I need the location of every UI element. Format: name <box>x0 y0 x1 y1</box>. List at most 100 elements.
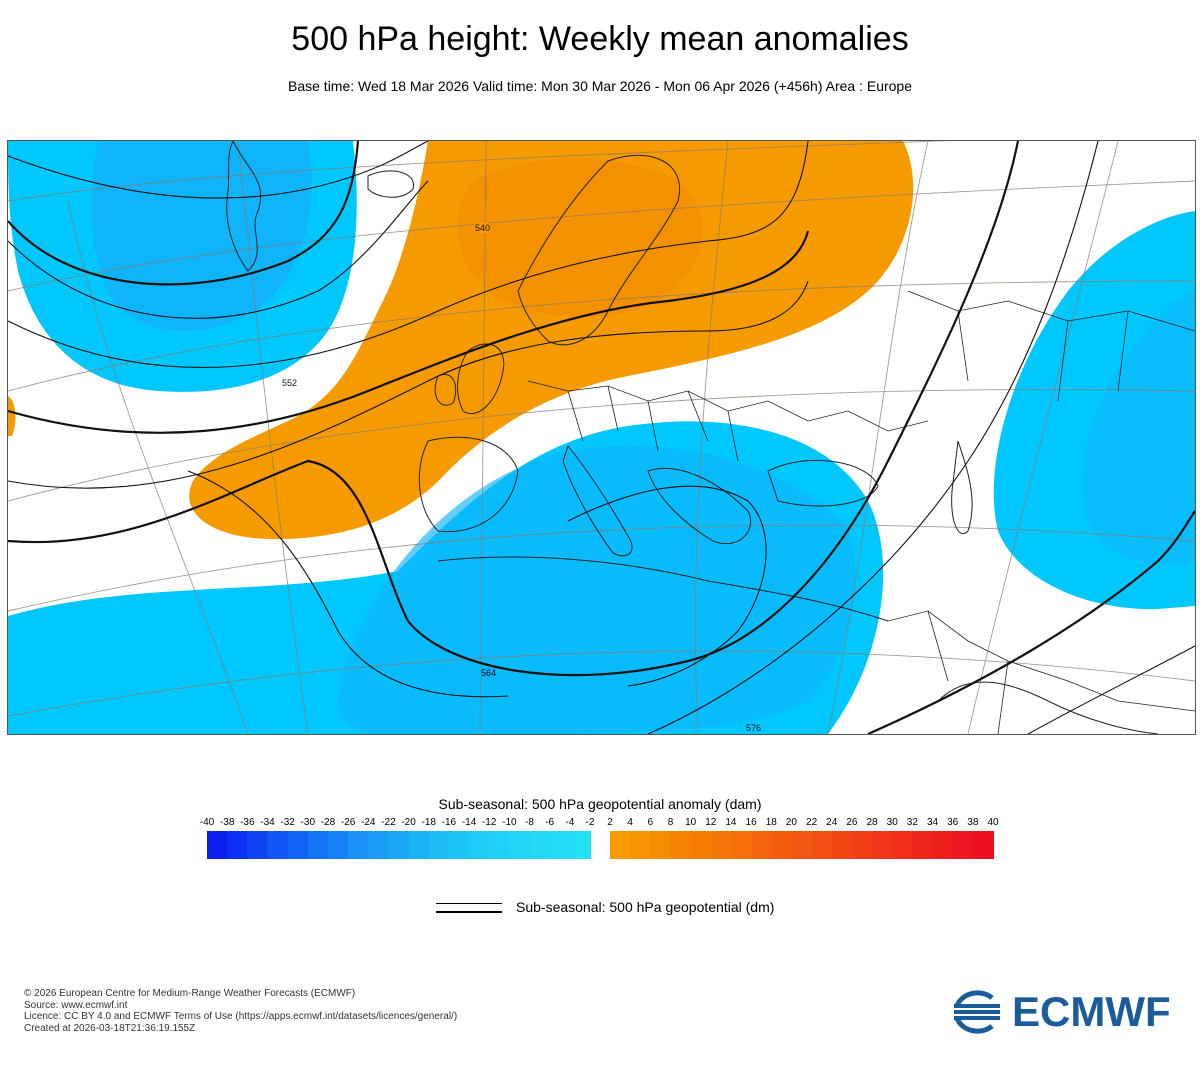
scale-swatch-negative <box>267 831 289 859</box>
black-sea-coast <box>767 459 879 507</box>
scale-tick-label: 34 <box>926 817 939 828</box>
contour-thick-540 <box>8 141 360 286</box>
strong-positive-anomaly-scandinavia <box>457 158 703 318</box>
iceland-coast <box>367 170 414 198</box>
borders-central <box>567 385 739 462</box>
ecmwf-logo-text: ECMWF <box>1012 988 1171 1035</box>
positive-anomaly-west-edge <box>8 396 16 436</box>
arabia-coast <box>937 681 1159 734</box>
scale-swatch-negative <box>368 831 389 859</box>
scale-swatch-negative <box>227 831 248 859</box>
strong-negative-anomaly-mediterranean <box>338 445 856 734</box>
scale-swatch-negative <box>529 831 551 859</box>
contour-thin-3 <box>8 141 809 368</box>
scale-swatch-positive <box>972 831 994 859</box>
scale-swatch-positive <box>730 831 752 859</box>
scandinavia-coast <box>517 154 680 346</box>
middle-east-borders <box>887 610 1195 734</box>
scale-swatch-negative <box>247 831 269 859</box>
geopotential-line-sample <box>436 900 502 916</box>
graticule <box>8 141 1195 734</box>
contour-thick-564 <box>8 141 1020 677</box>
iberia-coast <box>418 436 519 533</box>
contour-thin-6 <box>567 485 767 687</box>
scale-swatch-negative <box>327 831 349 859</box>
scale-swatch-positive <box>710 831 732 859</box>
anomaly-fills <box>8 141 1195 734</box>
scale-tick-label: 18 <box>765 817 777 828</box>
scale-swatch-positive <box>670 831 692 859</box>
scale-swatch-negative <box>348 831 369 859</box>
scale-tick-label: 38 <box>967 817 979 828</box>
anomaly-colour-scale <box>0 831 1200 859</box>
scale-tick-label: -28 <box>320 817 336 828</box>
scale-tick-label: -18 <box>421 817 436 828</box>
scale-tick-label: -2 <box>585 817 595 828</box>
anomaly-legend-title: Sub-seasonal: 500 hPa geopotential anoma… <box>438 796 762 812</box>
contour-label-576: 576 <box>746 723 761 733</box>
scale-swatch-positive <box>912 831 934 859</box>
scale-swatch-positive <box>892 831 913 859</box>
scale-swatch-positive <box>771 831 792 859</box>
scale-tick-label: -16 <box>441 817 457 828</box>
scale-tick-label: -26 <box>340 817 356 828</box>
ecmwf-logo: ECMWF <box>952 988 1182 1035</box>
scale-swatch-positive <box>831 831 853 859</box>
scale-tick-label: -12 <box>481 817 497 828</box>
contour-thin-8 <box>1027 645 1195 734</box>
contour-thick-576 <box>867 510 1195 734</box>
scale-tick-label: -22 <box>381 817 396 828</box>
contour-thin-2 <box>8 180 429 319</box>
balkans-coast <box>647 467 751 545</box>
scale-swatch-positive <box>851 831 873 859</box>
created-text: Created at 2026-03-18T21:36:19.155Z <box>24 1022 196 1034</box>
geopotential-line-legend: Sub-seasonal: 500 hPa geopotential (dm) <box>0 898 1200 920</box>
ecmwf-logo-icon <box>954 990 1000 1034</box>
ireland-coast <box>434 373 457 406</box>
contour-label-564: 564 <box>481 668 496 678</box>
scale-swatch-positive <box>872 831 893 859</box>
scale-swatch-positive <box>650 831 672 859</box>
scale-tick-label: 36 <box>947 817 959 828</box>
british-isles-coast <box>457 343 505 414</box>
scale-tick-label: 8 <box>667 817 674 828</box>
scale-tick-label: -14 <box>461 817 477 828</box>
scale-swatch-positive <box>630 831 651 859</box>
scale-swatch-negative <box>408 831 430 859</box>
contour-thin-5 <box>187 470 509 698</box>
scale-tick-label: -32 <box>280 817 295 828</box>
scale-swatch-negative <box>448 831 470 859</box>
anomaly-legend-ticks: -40 -38 -36 -34 -32 -30 -28 -26 -24 -22 -20 -18 -16-… <box>0 817 1200 829</box>
scale-tick-label: 4 <box>627 817 633 828</box>
contour-thin-1 <box>8 141 429 199</box>
strong-negative-anomaly-east <box>1081 291 1195 565</box>
scale-tick-label: -6 <box>545 817 555 828</box>
scale-tick-label: 2 <box>607 817 613 828</box>
scale-swatch-positive <box>952 831 974 859</box>
geopotential-contours <box>8 141 1195 734</box>
greenland-coast <box>226 141 262 272</box>
geopotential-line-label: Sub-seasonal: 500 hPa geopotential (dm) <box>516 899 775 915</box>
contour-thick-552 <box>8 230 810 434</box>
scale-tick-label: 22 <box>806 817 818 828</box>
scale-tick-label: -30 <box>300 817 316 828</box>
licence-text: Licence: CC BY 4.0 and ECMWF Terms of Us… <box>24 1011 458 1022</box>
scale-swatch-negative <box>549 831 571 859</box>
scale-tick-label: 32 <box>906 817 918 828</box>
scale-tick-label: -10 <box>502 817 517 828</box>
chart-title: 500 hPa height: Weekly mean anomalies <box>291 20 909 58</box>
scale-swatch-negative <box>388 831 410 859</box>
scale-swatch-negative <box>489 831 510 859</box>
caspian-coast <box>951 440 973 534</box>
scale-swatch-negative <box>569 831 591 859</box>
scale-tick-label: -38 <box>219 817 235 828</box>
contour-label-552: 552 <box>282 378 297 388</box>
contour-thin-4 <box>8 280 809 489</box>
scale-tick-label: 24 <box>826 817 838 828</box>
anomaly-map[interactable]: 540 552 564 576 <box>7 140 1196 735</box>
scale-swatch-negative <box>469 831 490 859</box>
scale-swatch-positive <box>811 831 833 859</box>
borders-asia <box>907 290 1195 402</box>
scale-swatch-positive <box>791 831 813 859</box>
scale-tick-label: 16 <box>745 817 757 828</box>
